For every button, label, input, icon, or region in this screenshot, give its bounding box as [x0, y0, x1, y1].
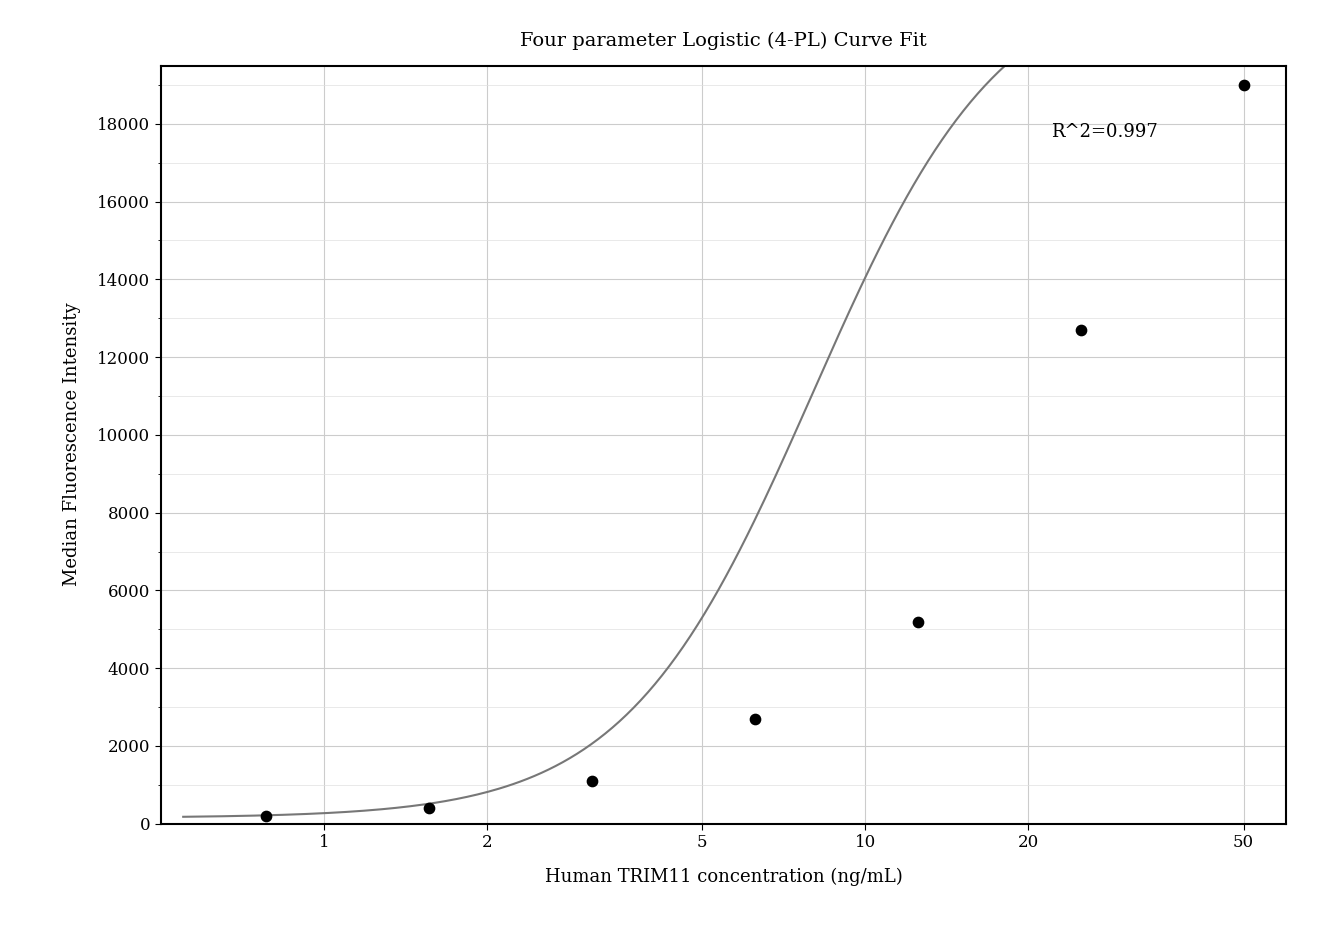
- X-axis label: Human TRIM11 concentration (ng/mL): Human TRIM11 concentration (ng/mL): [545, 868, 902, 886]
- Y-axis label: Median Fluorescence Intensity: Median Fluorescence Intensity: [63, 302, 80, 587]
- Point: [744, 711, 765, 726]
- Point: [582, 773, 603, 788]
- Point: [255, 809, 276, 824]
- Text: R^2=0.997: R^2=0.997: [1051, 123, 1158, 140]
- Point: [1069, 322, 1091, 337]
- Title: Four parameter Logistic (4-PL) Curve Fit: Four parameter Logistic (4-PL) Curve Fit: [520, 32, 927, 50]
- Point: [418, 800, 440, 815]
- Point: [907, 614, 929, 629]
- Point: [1233, 78, 1254, 93]
